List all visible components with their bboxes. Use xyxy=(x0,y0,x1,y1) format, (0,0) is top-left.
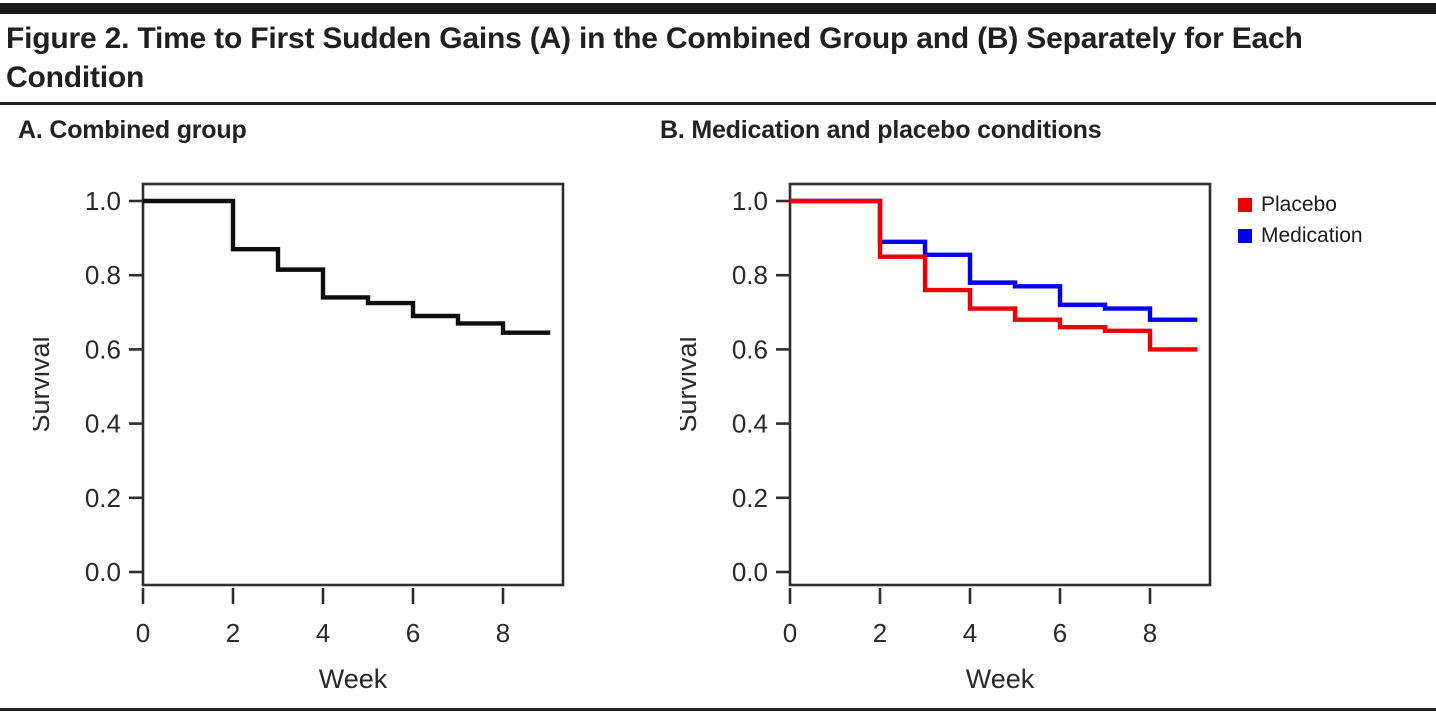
x-tick-label: 6 xyxy=(406,618,420,648)
panel-a-heading: A. Combined group xyxy=(18,116,247,144)
y-axis-label: Survival xyxy=(680,336,702,432)
y-tick-label: 0.6 xyxy=(732,334,768,364)
legend-item-medication: Medication xyxy=(1238,224,1363,248)
series-line-placebo xyxy=(790,198,1198,352)
x-tick-label: 0 xyxy=(136,618,150,648)
y-tick-label: 0.6 xyxy=(85,334,121,364)
x-tick-label: 2 xyxy=(873,618,887,648)
x-axis-label: Week xyxy=(966,664,1035,694)
y-tick-label: 0.2 xyxy=(85,483,121,513)
y-tick-label: 0.4 xyxy=(732,409,768,439)
y-tick-label: 0.0 xyxy=(732,557,768,587)
y-tick-label: 0.4 xyxy=(85,409,121,439)
bottom-rule xyxy=(0,708,1436,711)
y-tick-label: 0.8 xyxy=(732,260,768,290)
y-tick-label: 1.0 xyxy=(85,186,121,216)
x-tick-label: 0 xyxy=(783,618,797,648)
placebo-swatch xyxy=(1238,198,1252,212)
y-tick-label: 0.0 xyxy=(85,557,121,587)
series-line-medication xyxy=(790,198,1198,322)
x-tick-label: 6 xyxy=(1053,618,1067,648)
plot-border xyxy=(141,182,565,587)
x-tick-label: 2 xyxy=(226,618,240,648)
series-line-combined-group xyxy=(143,198,551,335)
y-tick-label: 0.2 xyxy=(732,483,768,513)
x-tick-label: 4 xyxy=(963,618,977,648)
medication-legend-label: Medication xyxy=(1261,224,1363,247)
y-tick-label: 1.0 xyxy=(732,186,768,216)
legend-item-placebo: Placebo xyxy=(1238,193,1363,217)
medication-swatch xyxy=(1238,229,1252,243)
x-axis-label: Week xyxy=(319,664,388,694)
x-tick-label: 8 xyxy=(496,618,510,648)
top-thick-rule xyxy=(0,3,1436,14)
plot-border xyxy=(788,182,1212,587)
title-divider-rule xyxy=(0,102,1436,105)
placebo-legend-label: Placebo xyxy=(1261,193,1337,216)
panel-b-heading: B. Medication and placebo conditions xyxy=(660,116,1102,144)
figure-title: Figure 2. Time to First Sudden Gains (A)… xyxy=(6,22,1303,94)
y-axis-label: Survival xyxy=(33,336,55,432)
chart-legend: Placebo Medication xyxy=(1238,193,1363,255)
survival-chart-medication-placebo: 0.0 0.2 0.4 0.6 0.8 1.0 0 2 4 6 8 Week Survival xyxy=(680,182,1212,694)
survival-chart-combined-group: 0.0 0.2 0.4 0.6 0.8 1.0 0 2 4 6 8 Week Survival xyxy=(33,182,565,694)
y-tick-label: 0.8 xyxy=(85,260,121,290)
x-tick-label: 8 xyxy=(1143,618,1157,648)
x-tick-label: 4 xyxy=(316,618,330,648)
